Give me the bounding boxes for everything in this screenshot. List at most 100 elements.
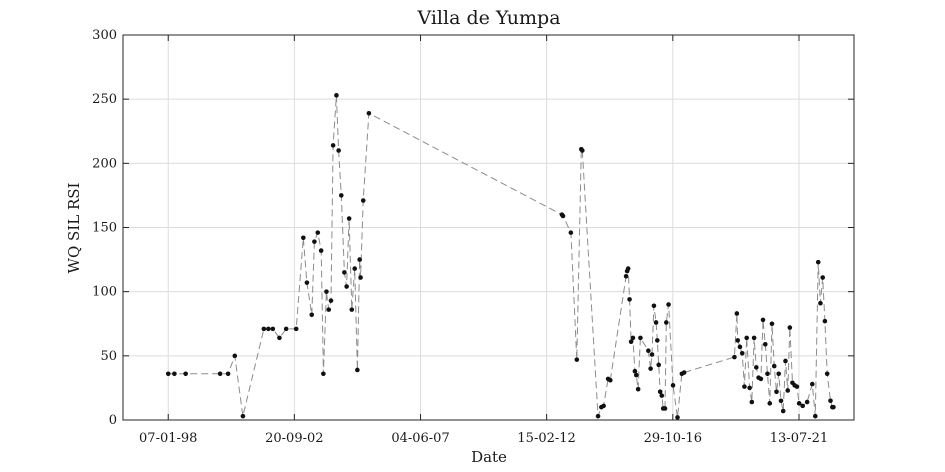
x-tick-label: 13-07-21 <box>770 431 828 446</box>
data-point <box>800 404 805 409</box>
data-point <box>772 364 777 369</box>
data-point <box>774 389 779 394</box>
data-point <box>666 302 671 307</box>
data-point <box>763 342 768 347</box>
data-point <box>656 363 661 368</box>
data-point <box>820 275 825 280</box>
data-point <box>358 275 363 280</box>
data-point <box>783 359 788 364</box>
data-point <box>765 372 770 377</box>
data-point <box>580 148 585 153</box>
y-axis-label: WQ SIL RSI <box>65 182 83 273</box>
data-point <box>284 327 289 332</box>
x-axis-label: Date <box>471 448 507 466</box>
data-point <box>810 382 815 387</box>
series-line <box>168 95 833 417</box>
data-point <box>262 327 267 332</box>
data-point <box>828 398 833 403</box>
data-point <box>795 384 800 389</box>
y-tick-label: 150 <box>92 221 117 236</box>
data-point <box>326 307 331 312</box>
data-point <box>315 230 320 235</box>
data-point <box>788 325 793 330</box>
data-point <box>648 366 653 371</box>
data-point <box>626 266 631 271</box>
x-tick-label: 04-06-07 <box>391 431 449 446</box>
data-point <box>663 406 668 411</box>
data-point <box>218 372 223 377</box>
x-tick-label: 20-09-02 <box>265 431 323 446</box>
data-point <box>166 372 171 377</box>
data-point <box>750 400 755 405</box>
data-point <box>349 307 354 312</box>
series <box>166 93 836 420</box>
data-point <box>767 401 772 406</box>
data-point <box>779 398 784 403</box>
y-tick-label: 100 <box>92 285 117 300</box>
data-point <box>355 368 360 373</box>
data-point <box>627 297 632 302</box>
y-tick-label: 300 <box>92 28 117 43</box>
y-tick-label: 200 <box>92 156 117 171</box>
data-point <box>347 216 352 221</box>
data-point <box>324 289 329 294</box>
data-point <box>344 284 349 289</box>
data-point <box>652 303 657 308</box>
data-point <box>759 377 764 382</box>
data-point <box>329 298 334 303</box>
data-point <box>361 198 366 203</box>
data-point <box>321 372 326 377</box>
data-point <box>631 336 636 341</box>
data-point <box>342 270 347 275</box>
data-point <box>823 319 828 324</box>
data-point <box>624 274 629 279</box>
data-point <box>752 336 757 341</box>
data-point <box>634 373 639 378</box>
data-point <box>744 336 749 341</box>
data-point <box>636 387 641 392</box>
data-point <box>805 400 810 405</box>
data-point <box>596 414 601 419</box>
data-point <box>367 111 372 116</box>
data-point <box>357 257 362 262</box>
y-tick-label: 0 <box>109 413 117 428</box>
data-point <box>671 383 676 388</box>
data-point <box>638 336 643 341</box>
x-tick-label: 15-02-12 <box>517 431 575 446</box>
data-point <box>312 239 317 244</box>
data-point <box>172 372 177 377</box>
data-point <box>654 320 659 325</box>
data-point <box>575 357 580 362</box>
data-point <box>301 235 306 240</box>
data-point <box>601 404 606 409</box>
data-point <box>646 348 651 353</box>
data-point <box>655 338 660 343</box>
data-point <box>740 351 745 356</box>
data-point <box>339 193 344 198</box>
data-point <box>664 320 669 325</box>
data-point <box>331 143 336 148</box>
data-point <box>569 230 574 235</box>
data-point <box>232 354 237 359</box>
data-point <box>776 372 781 377</box>
data-point <box>813 414 818 419</box>
data-point <box>271 327 276 332</box>
data-point <box>608 378 613 383</box>
x-tick-label: 29-10-16 <box>644 431 702 446</box>
data-point <box>305 280 310 285</box>
data-point <box>266 327 271 332</box>
y-tick-label: 250 <box>92 92 117 107</box>
data-point <box>352 266 357 271</box>
data-point <box>294 327 299 332</box>
chart-title: Villa de Yumpa <box>416 7 560 29</box>
x-tick-label: 07-01-98 <box>139 431 197 446</box>
data-point <box>738 345 743 350</box>
data-point <box>650 352 655 357</box>
y-tick-label: 50 <box>100 349 117 364</box>
axes: 0 50 100 150 200 250 300 07-01-98 20-09-02 04-06-… <box>92 28 854 446</box>
data-point <box>277 336 282 341</box>
data-point <box>336 148 341 153</box>
data-point <box>825 372 830 377</box>
data-point <box>675 415 680 420</box>
